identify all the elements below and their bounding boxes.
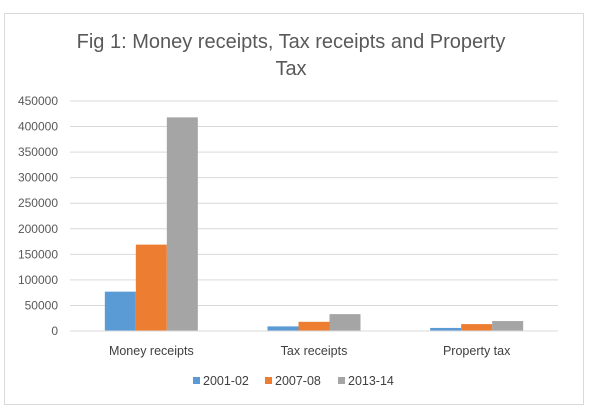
legend-label: 2001-02 (203, 374, 249, 388)
bar-2013-14 (492, 321, 524, 331)
bars (104, 117, 524, 331)
y-tick-label: 200000 (18, 222, 58, 236)
bar-2013-14 (166, 117, 198, 331)
legend-swatch (193, 377, 200, 384)
category-label: Money receipts (109, 344, 194, 358)
legend-swatch (265, 377, 272, 384)
y-tick-label: 450000 (18, 94, 58, 108)
legend-label: 2013-14 (348, 374, 394, 388)
y-tick-label: 400000 (18, 120, 58, 134)
chart-frame (4, 13, 584, 405)
bar-2001-02 (430, 327, 462, 331)
bar-2013-14 (329, 314, 361, 331)
chart-title-line-1: Fig 1: Money receipts, Tax receipts and … (77, 31, 506, 53)
bar-2007-08 (135, 244, 167, 331)
y-tick-label: 50000 (25, 298, 59, 312)
bar-2007-08 (298, 321, 330, 331)
y-tick-label: 250000 (18, 196, 58, 210)
category-label: Tax receipts (281, 344, 348, 358)
legend-label: 2007-08 (275, 374, 321, 388)
bar-2001-02 (104, 291, 136, 331)
category-label: Property tax (443, 344, 511, 358)
y-tick-label: 150000 (18, 247, 58, 261)
y-axis-tick-labels: 0 50000 100000 150000 200000 250000 300000 3500… (18, 94, 58, 338)
chart-title-line-2: Tax (275, 58, 306, 80)
y-tick-label: 100000 (18, 273, 58, 287)
y-tick-label: 0 (51, 324, 58, 338)
y-tick-label: 350000 (18, 145, 58, 159)
legend: 2001-02 2007-08 2013-14 (193, 374, 394, 388)
y-tick-label: 300000 (18, 171, 58, 185)
bar-2007-08 (461, 324, 493, 331)
legend-swatch (338, 377, 345, 384)
bar-2001-02 (267, 326, 299, 331)
category-labels: Money receipts Tax receipts Property tax (109, 344, 511, 358)
